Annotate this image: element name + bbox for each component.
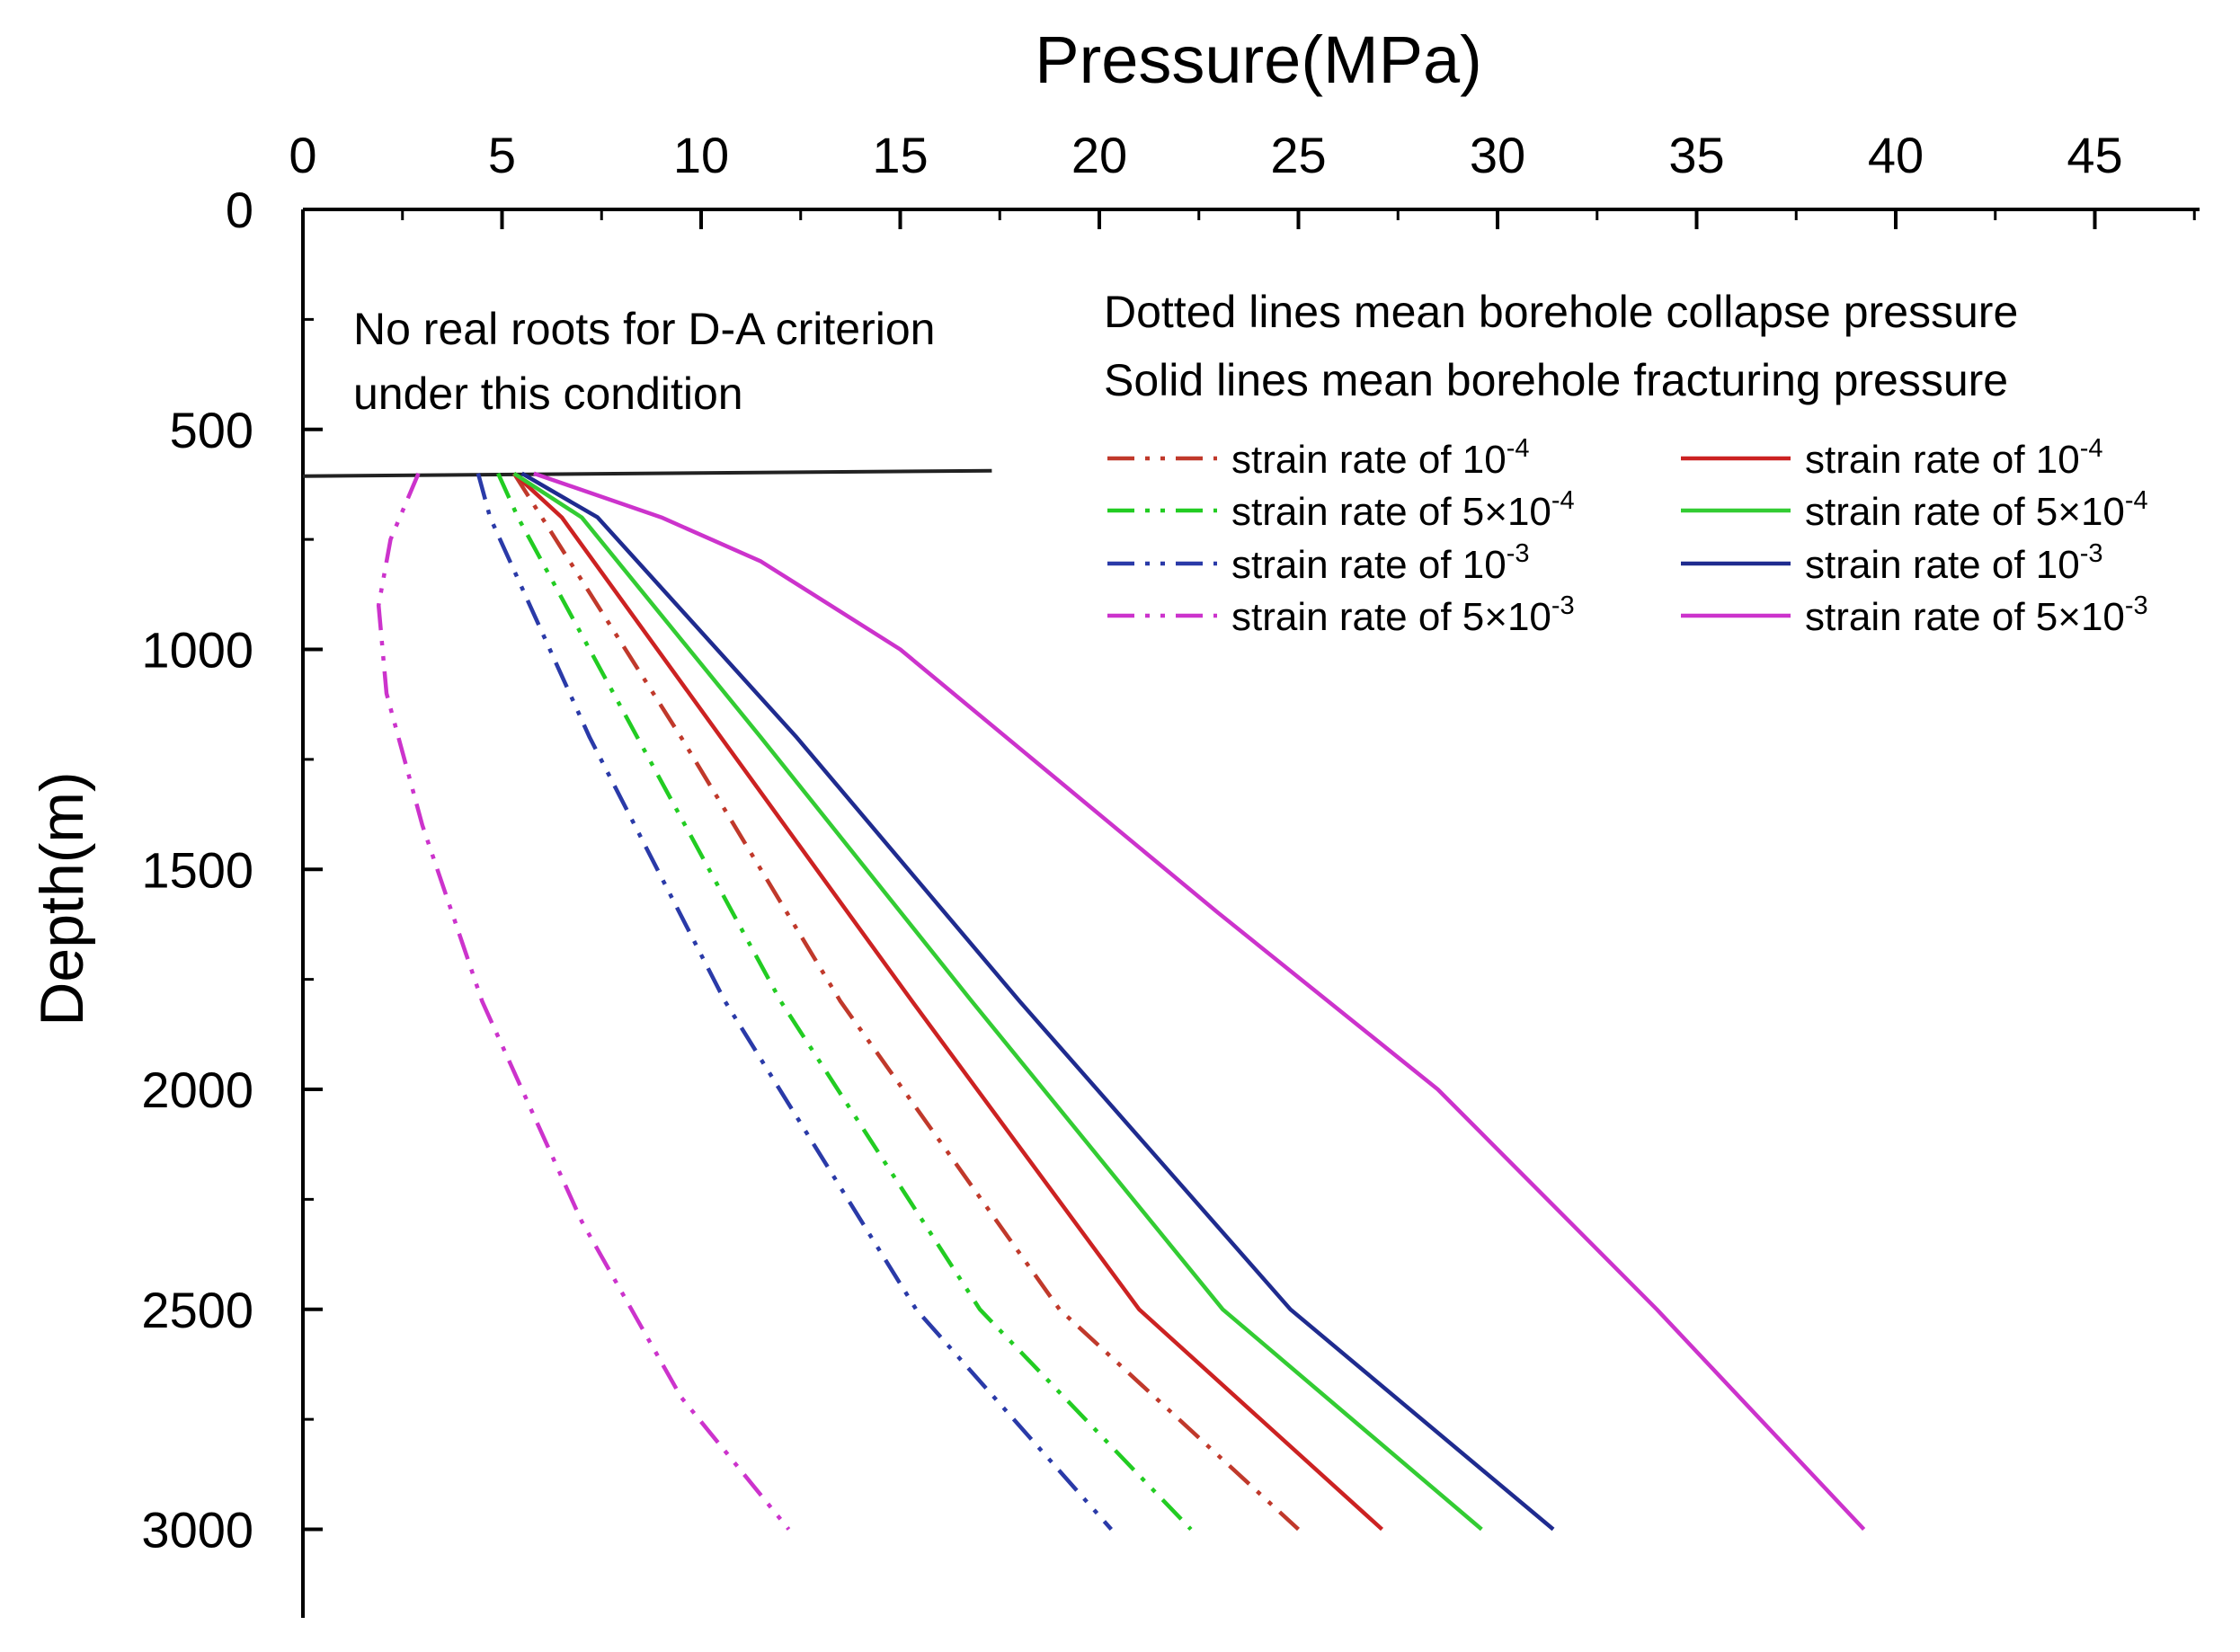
y-tick-label: 1000 bbox=[141, 622, 253, 679]
x-tick-label: 40 bbox=[1868, 127, 1924, 183]
y-tick-label: 2000 bbox=[141, 1061, 253, 1118]
legend-note-fracturing: Solid lines mean borehole fracturing pre… bbox=[1104, 355, 2008, 405]
y-tick-label: 3000 bbox=[141, 1502, 253, 1559]
x-tick-label: 15 bbox=[872, 127, 928, 183]
no-roots-note-line-1: No real roots for D-A criterion bbox=[353, 304, 935, 354]
legend-label-collapse-1: strain rate of 5×10-4 bbox=[1231, 486, 1575, 534]
y-tick-label: 0 bbox=[226, 182, 253, 238]
y-axis-ticks: 0 500 1000 1500 2000 2500 3000 bbox=[141, 182, 323, 1559]
x-tick-label: 45 bbox=[2067, 127, 2122, 183]
x-tick-label: 5 bbox=[488, 127, 516, 183]
legend-label-collapse-3: strain rate of 5×10-3 bbox=[1231, 591, 1575, 639]
x-tick-label: 25 bbox=[1270, 127, 1326, 183]
x-tick-label: 20 bbox=[1071, 127, 1127, 183]
x-axis-title: Pressure(MPa) bbox=[1035, 22, 1482, 97]
y-tick-label: 500 bbox=[170, 402, 253, 458]
y-tick-label: 2500 bbox=[141, 1282, 253, 1338]
x-axis-ticks: 0 5 10 15 20 25 30 35 40 45 bbox=[289, 127, 2196, 229]
y-tick-label: 1500 bbox=[141, 841, 253, 898]
x-tick-label: 10 bbox=[673, 127, 729, 183]
series-line-collapse-2 bbox=[476, 473, 1113, 1531]
series-line-collapse-0 bbox=[511, 472, 1301, 1532]
legend-label-collapse-2: strain rate of 10-3 bbox=[1231, 539, 1530, 587]
legend-label-collapse-0: strain rate of 10-4 bbox=[1231, 434, 1530, 482]
legend-label-fracturing-0: strain rate of 10-4 bbox=[1805, 434, 2103, 482]
series-line-collapse-3 bbox=[376, 472, 791, 1531]
series-line-fracturing-7 bbox=[533, 471, 1866, 1532]
threshold-line bbox=[302, 468, 992, 478]
legend-label-fracturing-1: strain rate of 5×10-4 bbox=[1805, 486, 2148, 534]
x-tick-label: 0 bbox=[289, 127, 316, 183]
axes bbox=[301, 208, 2200, 1618]
y-axis-title: Depth(m) bbox=[28, 771, 96, 1026]
series-line-fracturing-5 bbox=[512, 471, 1483, 1532]
no-roots-note-line-2: under this condition bbox=[353, 369, 743, 419]
x-tick-label: 35 bbox=[1668, 127, 1724, 183]
series-line-collapse-1 bbox=[496, 472, 1193, 1532]
legend-label-fracturing-2: strain rate of 10-3 bbox=[1805, 539, 2103, 587]
series-layer bbox=[376, 471, 1866, 1532]
series-line-fracturing-4 bbox=[512, 472, 1384, 1532]
series-line-fracturing-6 bbox=[520, 471, 1555, 1532]
legend-note-collapse: Dotted lines mean borehole collapse pres… bbox=[1104, 287, 2018, 337]
x-tick-label: 30 bbox=[1470, 127, 1525, 183]
legend-label-fracturing-3: strain rate of 5×10-3 bbox=[1805, 591, 2148, 639]
